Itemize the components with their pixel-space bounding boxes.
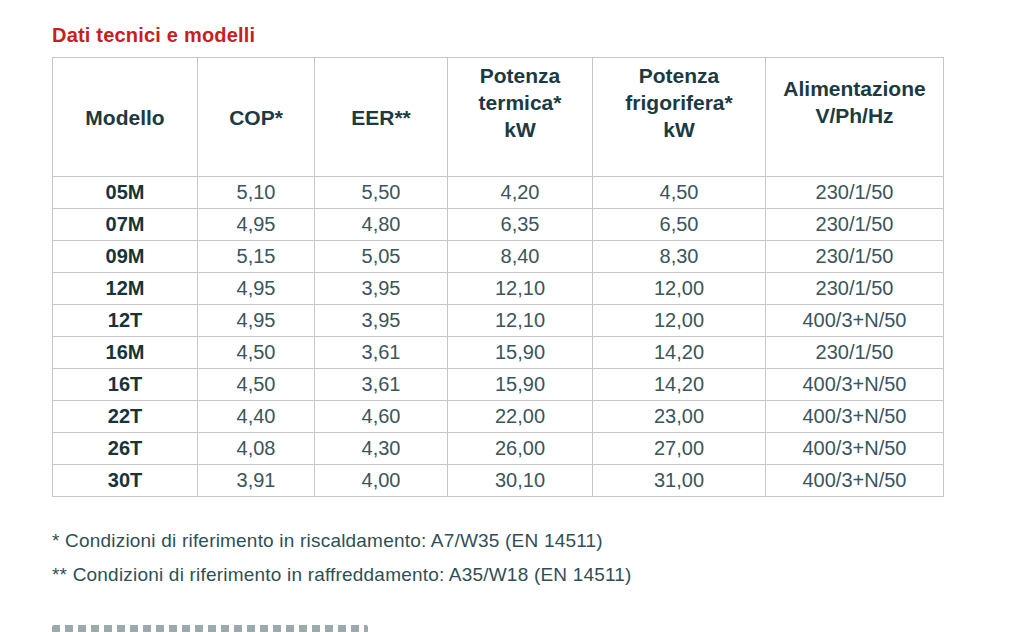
cop-cell: 4,50: [198, 369, 315, 401]
potenza-frigorifera-cell: 14,20: [593, 337, 766, 369]
potenza-termica-cell: 6,35: [448, 209, 593, 241]
eer-cell: 4,00: [315, 465, 448, 497]
alimentazione-cell: 230/1/50: [766, 209, 944, 241]
potenza-frigorifera-cell: 23,00: [593, 401, 766, 433]
cop-cell: 5,10: [198, 177, 315, 209]
eer-cell: 5,05: [315, 241, 448, 273]
table-header-row: Modello COP* EER** Potenza termica* kW P…: [53, 58, 944, 177]
footnote-cooling: ** Condizioni di riferimento in raffredd…: [52, 558, 632, 592]
alimentazione-cell: 400/3+N/50: [766, 465, 944, 497]
cop-cell: 4,95: [198, 305, 315, 337]
alimentazione-cell: 400/3+N/50: [766, 433, 944, 465]
potenza-termica-cell: 4,20: [448, 177, 593, 209]
potenza-frigorifera-cell: 8,30: [593, 241, 766, 273]
eer-cell: 3,61: [315, 369, 448, 401]
column-header-label: frigorifera*: [593, 89, 765, 116]
potenza-frigorifera-cell: 27,00: [593, 433, 766, 465]
column-header-potenza-termica: Potenza termica* kW: [448, 58, 593, 177]
table-row: 07M 4,95 4,80 6,35 6,50 230/1/50: [53, 209, 944, 241]
column-header-alimentazione: Alimentazione V/Ph/Hz: [766, 58, 944, 177]
eer-cell: 5,50: [315, 177, 448, 209]
model-cell: 16T: [53, 369, 198, 401]
model-cell: 26T: [53, 433, 198, 465]
column-header-label: Modello: [53, 104, 197, 131]
cop-cell: 4,50: [198, 337, 315, 369]
potenza-frigorifera-cell: 31,00: [593, 465, 766, 497]
potenza-termica-cell: 22,00: [448, 401, 593, 433]
alimentazione-cell: 230/1/50: [766, 337, 944, 369]
table-row: 12T 4,95 3,95 12,10 12,00 400/3+N/50: [53, 305, 944, 337]
potenza-termica-cell: 8,40: [448, 241, 593, 273]
potenza-termica-cell: 12,10: [448, 273, 593, 305]
table-row: 09M 5,15 5,05 8,40 8,30 230/1/50: [53, 241, 944, 273]
table-row: 26T 4,08 4,30 26,00 27,00 400/3+N/50: [53, 433, 944, 465]
footnotes: * Condizioni di riferimento in riscaldam…: [52, 524, 632, 592]
eer-cell: 4,30: [315, 433, 448, 465]
column-header-label: Alimentazione: [766, 75, 943, 102]
column-header-label: V/Ph/Hz: [766, 102, 943, 129]
potenza-frigorifera-cell: 14,20: [593, 369, 766, 401]
potenza-termica-cell: 26,00: [448, 433, 593, 465]
cop-cell: 4,95: [198, 273, 315, 305]
alimentazione-cell: 230/1/50: [766, 273, 944, 305]
potenza-frigorifera-cell: 12,00: [593, 305, 766, 337]
cop-cell: 3,91: [198, 465, 315, 497]
potenza-frigorifera-cell: 4,50: [593, 177, 766, 209]
table-row: 05M 5,10 5,50 4,20 4,50 230/1/50: [53, 177, 944, 209]
table-row: 16M 4,50 3,61 15,90 14,20 230/1/50: [53, 337, 944, 369]
model-cell: 12T: [53, 305, 198, 337]
column-header-label: kW: [593, 116, 765, 143]
potenza-frigorifera-cell: 6,50: [593, 209, 766, 241]
technical-data-table: Modello COP* EER** Potenza termica* kW P…: [52, 57, 944, 497]
table-row: 22T 4,40 4,60 22,00 23,00 400/3+N/50: [53, 401, 944, 433]
footnote-heating: * Condizioni di riferimento in riscaldam…: [52, 524, 632, 558]
column-header-label: Potenza: [448, 62, 592, 89]
column-header-eer: EER**: [315, 58, 448, 177]
model-cell: 05M: [53, 177, 198, 209]
eer-cell: 4,60: [315, 401, 448, 433]
cop-cell: 4,95: [198, 209, 315, 241]
column-header-modello: Modello: [53, 58, 198, 177]
alimentazione-cell: 230/1/50: [766, 177, 944, 209]
potenza-termica-cell: 12,10: [448, 305, 593, 337]
column-header-label: Potenza: [593, 62, 765, 89]
cop-cell: 4,08: [198, 433, 315, 465]
potenza-termica-cell: 15,90: [448, 337, 593, 369]
potenza-termica-cell: 15,90: [448, 369, 593, 401]
page-title: Dati tecnici e modelli: [52, 24, 255, 47]
alimentazione-cell: 400/3+N/50: [766, 401, 944, 433]
eer-cell: 3,95: [315, 273, 448, 305]
eer-cell: 4,80: [315, 209, 448, 241]
model-cell: 30T: [53, 465, 198, 497]
model-cell: 12M: [53, 273, 198, 305]
model-cell: 07M: [53, 209, 198, 241]
table-row: 30T 3,91 4,00 30,10 31,00 400/3+N/50: [53, 465, 944, 497]
model-cell: 22T: [53, 401, 198, 433]
potenza-termica-cell: 30,10: [448, 465, 593, 497]
column-header-potenza-frigorifera: Potenza frigorifera* kW: [593, 58, 766, 177]
table-row: 16T 4,50 3,61 15,90 14,20 400/3+N/50: [53, 369, 944, 401]
alimentazione-cell: 400/3+N/50: [766, 305, 944, 337]
column-header-cop: COP*: [198, 58, 315, 177]
eer-cell: 3,61: [315, 337, 448, 369]
alimentazione-cell: 230/1/50: [766, 241, 944, 273]
model-cell: 09M: [53, 241, 198, 273]
alimentazione-cell: 400/3+N/50: [766, 369, 944, 401]
column-header-label: COP*: [198, 104, 314, 131]
potenza-frigorifera-cell: 12,00: [593, 273, 766, 305]
table-row: 12M 4,95 3,95 12,10 12,00 230/1/50: [53, 273, 944, 305]
column-header-label: EER**: [315, 104, 447, 131]
cop-cell: 5,15: [198, 241, 315, 273]
eer-cell: 3,95: [315, 305, 448, 337]
clipped-bottom-text: [52, 625, 368, 632]
model-cell: 16M: [53, 337, 198, 369]
cop-cell: 4,40: [198, 401, 315, 433]
column-header-label: kW: [448, 116, 592, 143]
column-header-label: termica*: [448, 89, 592, 116]
